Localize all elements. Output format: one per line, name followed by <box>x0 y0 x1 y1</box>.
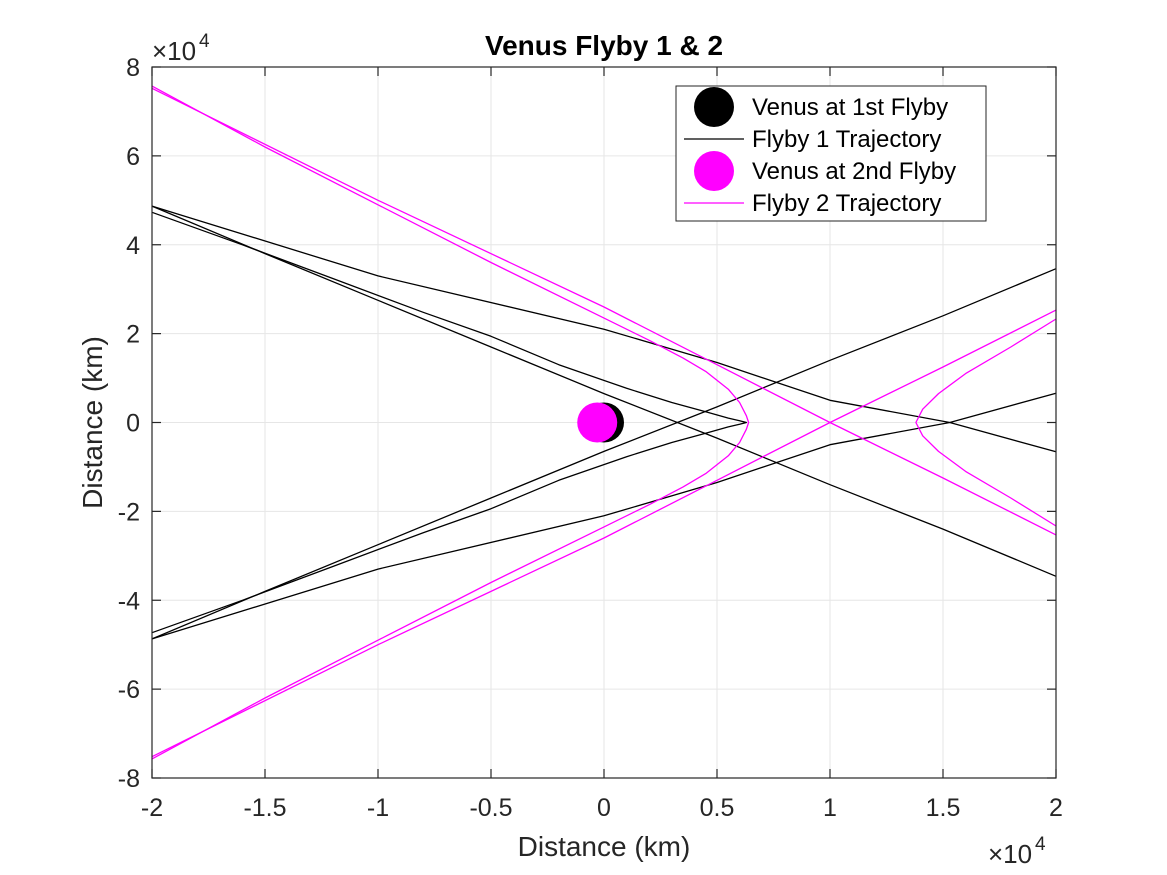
tick-labels: -2 -1.5 -1 -0.5 0 0.5 1 1.5 2 -8 -6 -4 -2 0 2 4 6 8 <box>118 54 1063 822</box>
x-axis-exponent: ×10 4 <box>988 834 1046 869</box>
x-tick-label: -0.5 <box>469 794 512 822</box>
y-tick-label: 0 <box>126 410 140 438</box>
plot-markers <box>577 402 624 443</box>
chart-title: Venus Flyby 1 & 2 <box>485 30 723 61</box>
x-axis-label: Distance (km) <box>518 831 691 862</box>
trajectory-line-4-1 <box>151 85 750 760</box>
y-tick-label: -4 <box>118 587 140 615</box>
venus-marker-3 <box>577 402 618 443</box>
x-tick-label: 1 <box>823 794 837 822</box>
x-tick-label: 0 <box>597 794 611 822</box>
x-tick-label: -1 <box>367 794 389 822</box>
trajectory-line-4-2 <box>151 87 1057 536</box>
y-axis-exponent: ×10 4 <box>152 31 210 66</box>
x-tick-label: 0.5 <box>700 794 735 822</box>
y-tick-label: -8 <box>118 765 140 793</box>
legend: Venus at 1st Flyby Flyby 1 Trajectory Venu… <box>675 85 987 222</box>
y-tick-label: -2 <box>118 498 140 526</box>
legend-label-4: Flyby 2 Trajectory <box>752 190 941 217</box>
plot-lines <box>151 85 1057 760</box>
y-tick-label: 2 <box>126 321 140 349</box>
legend-marker-3 <box>694 151 734 191</box>
y-axis-label: Distance (km) <box>77 336 108 509</box>
x-tick-label: -2 <box>141 794 163 822</box>
y-tick-label: 8 <box>126 54 140 82</box>
legend-label-1: Venus at 1st Flyby <box>752 94 948 121</box>
y-tick-label: -6 <box>118 676 140 704</box>
y-tick-label: 6 <box>126 143 140 171</box>
trajectory-line-4-3 <box>151 309 1057 758</box>
trajectory-line-2-5 <box>151 392 1057 640</box>
trajectory-line-4-4 <box>915 318 1057 527</box>
x-tick-label: 2 <box>1049 794 1063 822</box>
x-tick-label: -1.5 <box>243 794 286 822</box>
legend-marker-1 <box>694 87 734 127</box>
legend-label-3: Venus at 2nd Flyby <box>752 158 956 185</box>
y-exponent-power: 4 <box>199 31 210 52</box>
legend-label-2: Flyby 1 Trajectory <box>752 126 941 153</box>
trajectory-line-2-3 <box>151 268 1057 640</box>
x-tick-label: 1.5 <box>926 794 961 822</box>
ticks <box>151 66 1057 779</box>
trajectory-line-2-2 <box>151 211 748 634</box>
x-exponent-base: ×10 <box>988 839 1032 869</box>
trajectory-line-2-1 <box>151 205 1057 577</box>
y-exponent-base: ×10 <box>152 36 196 66</box>
x-exponent-power: 4 <box>1035 834 1046 855</box>
y-tick-label: 4 <box>126 232 140 260</box>
